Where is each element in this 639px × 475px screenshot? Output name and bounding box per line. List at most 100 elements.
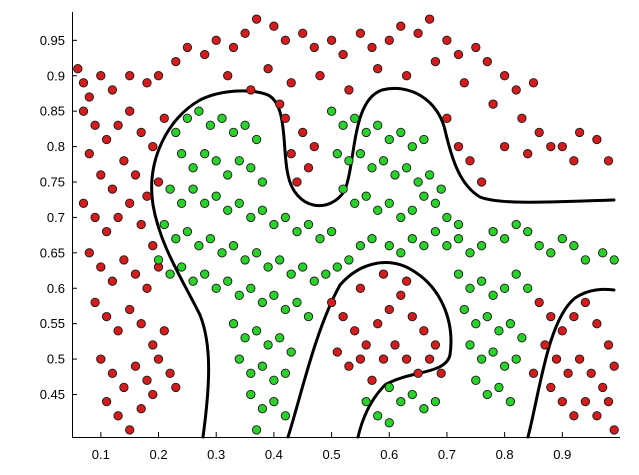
- decision-boundaries: [150, 87, 616, 439]
- data-point-green: [465, 283, 475, 293]
- x-tick-label: 0.6: [380, 447, 398, 462]
- data-point-green: [471, 319, 481, 329]
- data-point-green: [269, 290, 279, 300]
- data-point-green: [344, 156, 354, 166]
- data-point-green: [442, 212, 452, 223]
- data-point-red: [113, 326, 123, 336]
- data-point-red: [136, 319, 146, 329]
- data-point-green: [228, 319, 239, 329]
- data-point-red: [78, 106, 89, 116]
- data-point-green: [413, 177, 423, 187]
- data-point-red: [367, 42, 377, 53]
- data-point-red: [609, 361, 619, 371]
- data-point-red: [223, 71, 233, 81]
- data-point-green: [396, 212, 406, 223]
- data-point-red: [413, 28, 423, 38]
- data-point-green: [430, 396, 441, 407]
- data-point-green: [499, 361, 510, 371]
- data-point-red: [119, 255, 129, 265]
- data-point-red: [436, 368, 446, 378]
- data-point-red: [309, 141, 319, 152]
- y-tick-label: 0.45: [40, 387, 65, 402]
- data-point-red: [286, 78, 296, 88]
- y-tick-label: 0.75: [40, 175, 65, 190]
- data-point-green: [373, 411, 383, 421]
- data-point-green: [476, 241, 487, 251]
- data-point-red: [73, 64, 83, 74]
- data-point-green: [517, 333, 527, 343]
- data-point-red: [107, 85, 118, 95]
- x-tick-label: 0.7: [438, 447, 456, 462]
- data-point-green: [499, 234, 510, 244]
- data-point-red: [603, 396, 614, 407]
- data-point-green: [246, 368, 256, 378]
- data-point-green: [246, 163, 256, 173]
- data-point-green: [419, 241, 429, 251]
- data-point-green: [292, 297, 302, 308]
- data-point-green: [315, 234, 325, 244]
- data-point-red: [326, 35, 337, 45]
- data-point-red: [546, 382, 556, 393]
- y-tick-label: 0.9: [47, 68, 65, 83]
- data-point-red: [580, 297, 591, 308]
- data-point-green: [367, 234, 377, 244]
- x-tick-label: 0.4: [265, 447, 283, 462]
- data-point-green: [419, 134, 429, 145]
- data-point-green: [234, 290, 244, 300]
- data-point-red: [153, 177, 164, 187]
- decision-boundary-main: [150, 87, 616, 439]
- data-point-green: [269, 219, 279, 230]
- data-point-green: [488, 226, 498, 237]
- data-point-green: [465, 340, 475, 350]
- data-point-red: [101, 396, 112, 407]
- data-point-green: [251, 248, 262, 258]
- data-point-green: [355, 149, 366, 159]
- data-point-green: [488, 290, 498, 300]
- data-point-green: [546, 248, 556, 258]
- data-point-green: [223, 170, 233, 180]
- data-point-red: [361, 340, 371, 350]
- data-point-green: [303, 219, 314, 230]
- data-point-green: [465, 248, 475, 258]
- data-point-green: [182, 113, 193, 123]
- data-point-red: [148, 340, 158, 350]
- data-point-red: [569, 411, 579, 421]
- data-point-green: [430, 198, 441, 208]
- x-tick-label: 0.5: [323, 447, 341, 462]
- data-point-red: [130, 269, 141, 279]
- data-point-green: [251, 134, 262, 145]
- data-point-red: [338, 311, 348, 322]
- data-point-green: [367, 163, 377, 173]
- data-point-green: [453, 219, 464, 230]
- data-point-red: [84, 248, 94, 258]
- data-point-red: [90, 212, 100, 223]
- data-point-green: [569, 241, 579, 251]
- data-point-green: [494, 382, 504, 393]
- data-point-red: [603, 340, 614, 350]
- data-point-red: [125, 198, 135, 208]
- data-point-green: [257, 404, 268, 414]
- data-point-green: [384, 198, 394, 208]
- data-point-green: [390, 170, 400, 180]
- data-point-red: [609, 425, 619, 435]
- data-point-green: [453, 234, 464, 244]
- data-point-red: [453, 141, 464, 152]
- data-point-green: [361, 191, 371, 201]
- data-point-green: [505, 319, 516, 329]
- x-tick-label: 0.2: [149, 447, 167, 462]
- data-point-green: [223, 276, 233, 286]
- data-point-green: [350, 198, 360, 208]
- decision-boundary-right: [526, 287, 616, 439]
- data-point-red: [459, 78, 469, 88]
- data-point-red: [511, 85, 521, 95]
- x-tick-label: 0.8: [496, 447, 514, 462]
- data-point-red: [136, 219, 146, 230]
- data-point-green: [326, 226, 337, 237]
- data-point-green: [234, 354, 244, 364]
- data-point-green: [534, 241, 544, 251]
- data-point-red: [419, 326, 429, 336]
- data-point-red: [182, 42, 193, 53]
- data-point-red: [228, 42, 239, 53]
- data-point-red: [113, 411, 123, 421]
- data-point-green: [234, 156, 244, 166]
